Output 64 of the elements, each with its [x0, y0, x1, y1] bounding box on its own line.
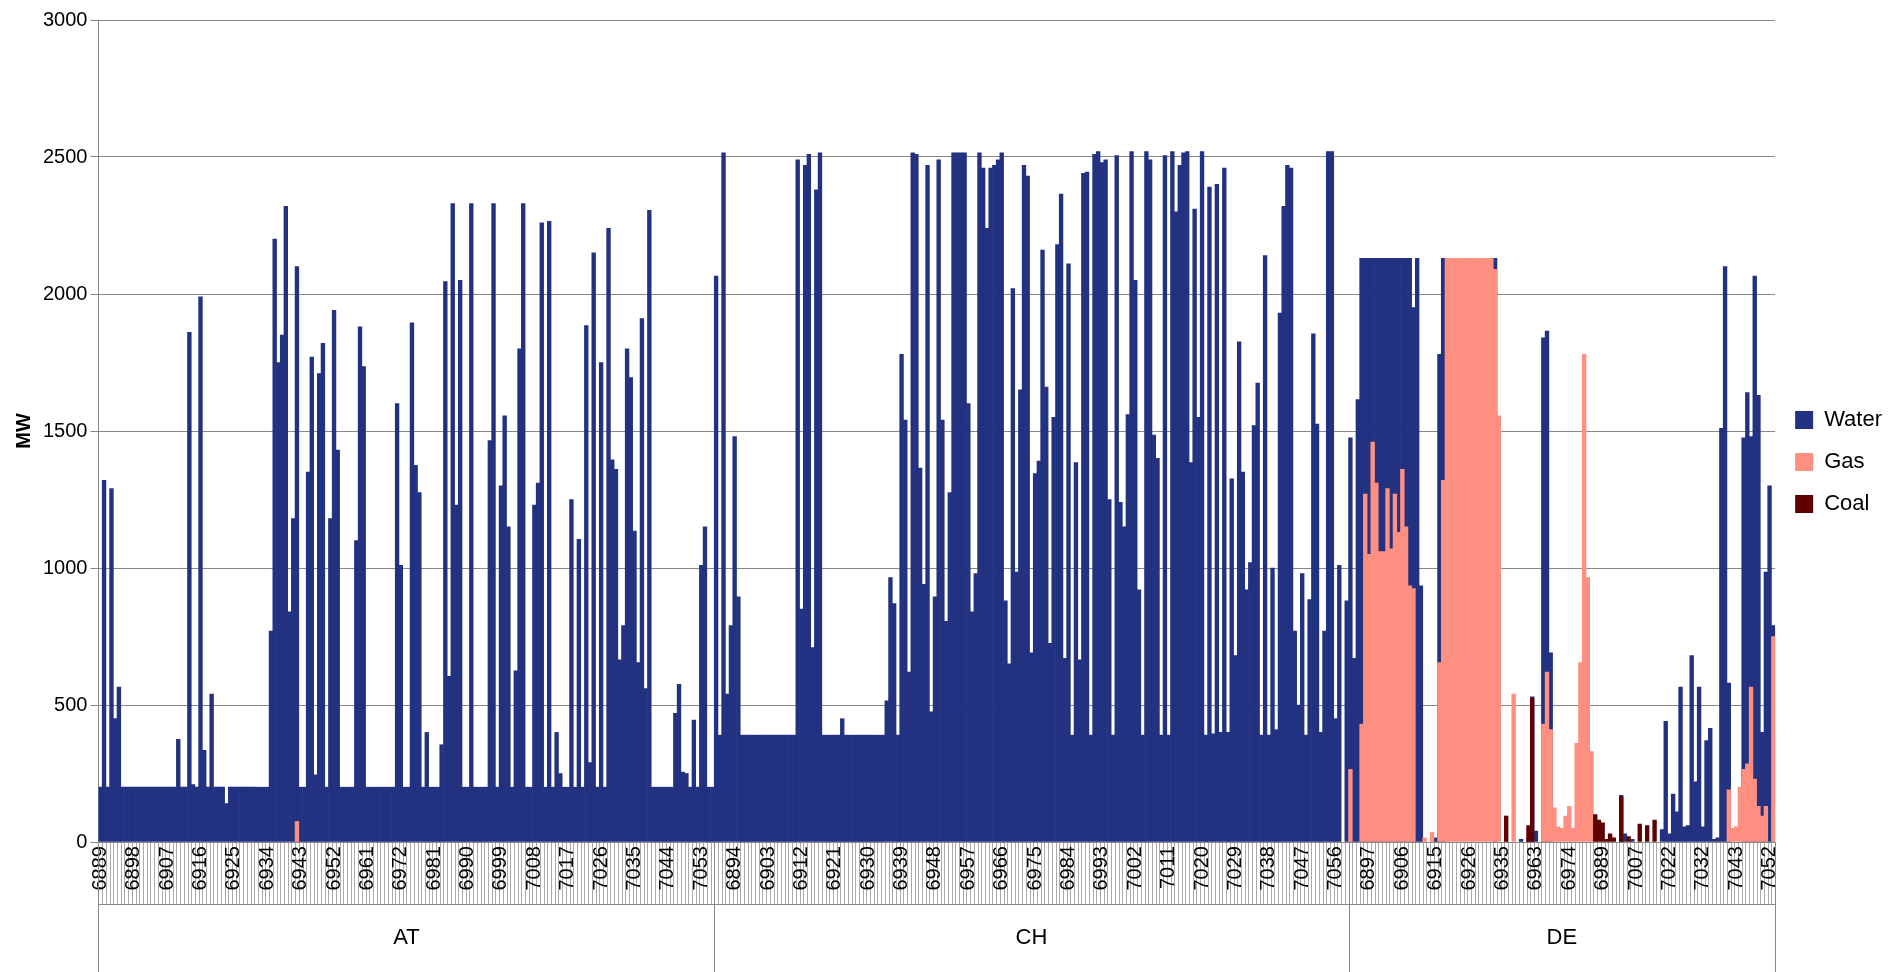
x-tick-label: 6915 — [1423, 846, 1446, 891]
x-tick-label: 7044 — [655, 846, 678, 891]
y-axis-title: MW — [11, 413, 34, 449]
y-tick-label: 1500 — [42, 418, 88, 441]
x-tick-label: 7011 — [1156, 846, 1179, 890]
x-tick-label: 7020 — [1189, 846, 1212, 891]
x-tick-label: 6961 — [354, 846, 377, 891]
x-tick-label: 6966 — [989, 846, 1012, 891]
x-tick-label: 6989 — [1590, 846, 1613, 891]
x-tick-label: 7008 — [521, 846, 544, 891]
x-tick-label: 6990 — [455, 846, 478, 891]
x-tick-label: 7052 — [1757, 846, 1780, 891]
x-tick-label: 6974 — [1556, 846, 1579, 891]
x-tick-label: 7007 — [1623, 846, 1646, 891]
x-tick-label: 6934 — [254, 846, 277, 891]
legend-label: Water — [1824, 406, 1882, 432]
x-tick-label: 7002 — [1122, 846, 1145, 891]
x-tick-label: 6903 — [755, 846, 778, 891]
x-tick-label: 6981 — [421, 846, 444, 891]
x-tick-label: 6925 — [221, 846, 244, 891]
y-tick-label: 500 — [54, 692, 88, 715]
x-tick-label: 6952 — [321, 846, 344, 891]
x-tick-label: 7043 — [1723, 846, 1746, 891]
x-tick-label: 7029 — [1222, 846, 1245, 891]
x-tick-label: 7026 — [588, 846, 611, 891]
x-tick-label: 6999 — [488, 846, 511, 891]
x-tick-label: 7017 — [555, 846, 578, 891]
y-tick-label: 1000 — [42, 555, 88, 578]
x-tick-label: 6963 — [1523, 846, 1546, 891]
legend-label: Gas — [1824, 448, 1865, 474]
text: CH — [1015, 924, 1048, 950]
x-tick-label: 6948 — [922, 846, 945, 891]
text: AT — [393, 924, 420, 950]
y-tick-label: 2500 — [42, 144, 88, 167]
x-tick-label: 6943 — [288, 846, 311, 891]
x-tick-label: 6993 — [1089, 846, 1112, 891]
x-tick-label: 6935 — [1490, 846, 1513, 891]
x-tick-label: 7032 — [1690, 846, 1713, 891]
x-tick-label: 6898 — [121, 846, 144, 891]
x-tick-label: 6975 — [1022, 846, 1045, 891]
x-tick-label: 6972 — [388, 846, 411, 891]
x-tick-label: 6921 — [822, 846, 845, 891]
x-tick-label: 6897 — [1356, 846, 1379, 891]
x-tick-label: 6894 — [722, 846, 745, 891]
x-tick-label: 6930 — [855, 846, 878, 891]
x-tick-label: 7035 — [622, 846, 645, 891]
x-tick-label: 6906 — [1389, 846, 1412, 891]
x-tick-label: 6926 — [1456, 846, 1479, 891]
x-tick-label: 6907 — [154, 846, 177, 891]
y-tick-label: 3000 — [42, 7, 88, 30]
x-tick-label: 7053 — [688, 846, 711, 891]
x-tick-label: 6984 — [1056, 846, 1079, 891]
x-tick-label: 6916 — [188, 846, 211, 891]
legend-label: Coal — [1824, 490, 1870, 516]
y-tick-label: 2000 — [42, 281, 88, 304]
x-tick-label: 7056 — [1323, 846, 1346, 891]
x-tick-label: 7047 — [1289, 846, 1312, 891]
x-tick-label: 7022 — [1656, 846, 1679, 891]
y-tick-label: 0 — [76, 829, 88, 852]
text: DE — [1546, 924, 1578, 950]
x-tick-label: 6912 — [788, 846, 811, 891]
x-tick-label: 6939 — [889, 846, 912, 891]
x-tick-label: 6957 — [955, 846, 978, 891]
x-tick-label: 7038 — [1256, 846, 1279, 891]
